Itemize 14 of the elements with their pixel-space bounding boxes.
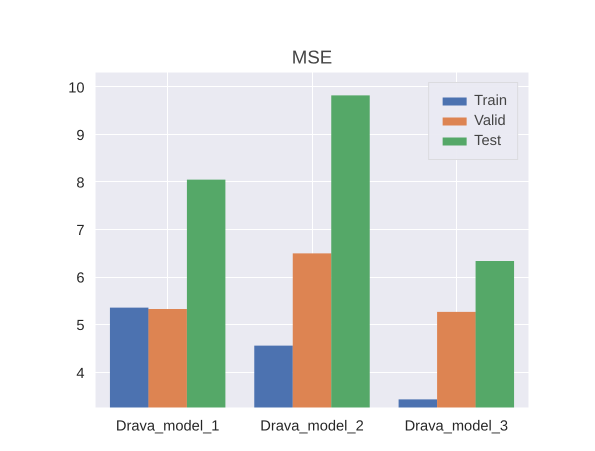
y-tick-label: 9: [76, 128, 85, 144]
y-tick-label: 6: [76, 270, 85, 287]
y-tick-label: 5: [76, 318, 85, 334]
x-tick-label: Drava_model_1: [116, 418, 220, 434]
y-tick-label: 10: [68, 80, 85, 96]
chart-title: MSE: [292, 46, 332, 68]
legend-label: Test: [474, 133, 502, 149]
x-tick-label: Drava_model_2: [260, 418, 364, 434]
y-tick-label: 7: [76, 223, 85, 240]
legend-label: Valid: [474, 113, 506, 129]
y-tick-label: 4: [76, 366, 85, 382]
legend-label: Train: [474, 93, 507, 109]
x-tick-label: Drava_model_3: [404, 418, 508, 434]
y-tick-label: 8: [76, 175, 85, 192]
